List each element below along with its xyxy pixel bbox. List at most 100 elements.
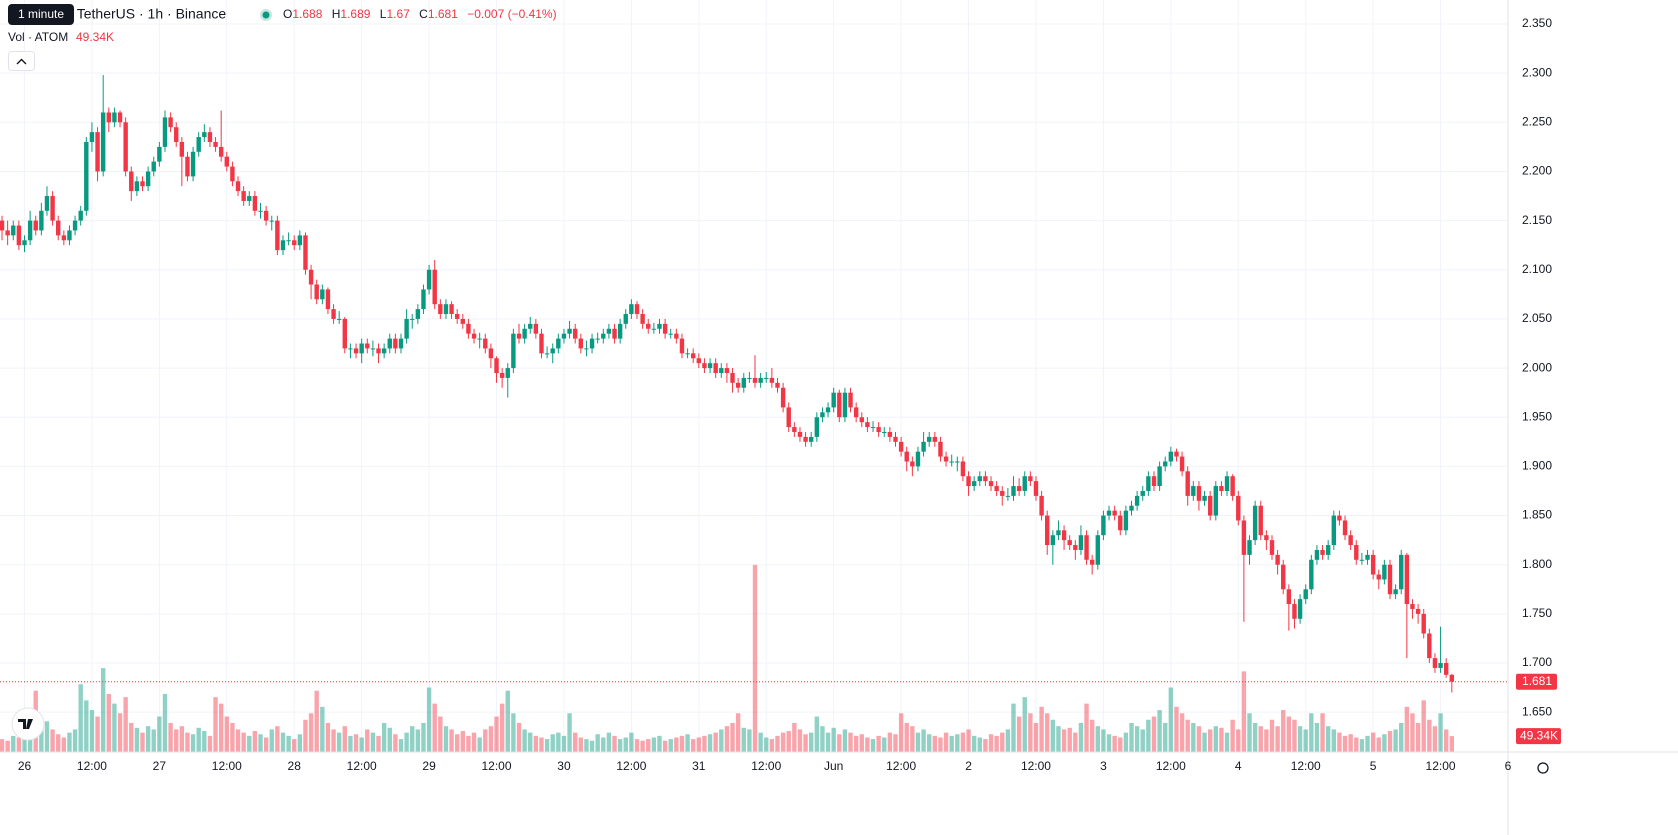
volume-bar [831,727,836,752]
candle-body [1320,549,1325,555]
candle-body [269,220,274,222]
volume-bar [1393,729,1398,752]
candle-body [145,171,151,187]
candle-body [39,210,44,231]
candle-body [1028,476,1033,482]
candle-body [72,220,78,231]
volume-bar [241,732,246,752]
candle-body [544,353,550,355]
candle-body [589,338,595,349]
candle-body [196,137,201,152]
volume-bar [100,668,106,752]
candle-body [1348,535,1353,546]
volume-bar [556,732,561,752]
candle-body [522,328,527,339]
candle-body [1410,604,1415,609]
axis-labels: 26 12:00 27 12:00 28 12:00 29 12:00 30 12:00 31 12:… [18,16,1561,773]
volume-bar [494,716,499,752]
volume-bar [870,739,876,752]
volume-bar [421,722,426,752]
volume-bar [376,735,381,752]
volume-bar [134,727,140,752]
volume-bar [803,734,808,752]
candle-body [1281,564,1286,590]
volume-bar [1236,729,1241,752]
volume-bar [612,735,617,752]
candle-body [1365,554,1370,560]
x-tick-label: 27 [153,759,167,773]
candle-body [297,235,303,246]
volume-bar [1050,719,1056,752]
candle-body [696,358,702,364]
volume-bar [1095,726,1100,752]
candle-body [853,407,859,418]
candle-body [786,407,791,428]
volume-bar [258,734,263,752]
volume-bar [719,729,724,752]
candle-body [387,338,392,349]
collapse-button[interactable] [8,51,35,71]
x-tick-label: 12:00 [1291,759,1321,773]
volume-bar [1146,719,1151,752]
o-value: 1.688 [292,7,322,21]
volume-bar [1320,713,1325,752]
l-letter: L [380,7,387,21]
volume-bar [410,726,415,752]
volume-tag-label: 49.34K [1520,728,1558,742]
volume-bar [1342,735,1348,752]
y-tick-label: 2.350 [1522,16,1552,30]
volume-bar [1039,706,1044,752]
volume-bar [145,726,151,752]
x-tick-label: 12:00 [77,759,107,773]
candle-body [50,196,55,221]
candle-body [421,289,426,310]
candle-body [797,431,803,437]
volume-bar [1061,729,1067,752]
candle-body [932,436,938,442]
volume-bar [943,732,949,752]
volume-bar [1191,722,1196,752]
candle-body [1297,599,1303,619]
candle-body [539,333,544,354]
volume-bar [471,732,477,752]
volume-bar [780,732,786,752]
candle-body [1387,564,1393,595]
volume-bar [1089,719,1095,752]
candle-body [224,156,229,167]
volume-bar [1297,726,1303,752]
candle-body [44,196,50,211]
candle-body [353,348,359,354]
volume-bar [1157,710,1162,752]
volume-bar [466,735,471,752]
y-tick-label: 2.150 [1522,213,1552,227]
volume-bar [786,731,791,752]
candle-body [286,240,291,242]
candle-body [915,451,921,467]
volume-bar [977,737,982,752]
candle-body [606,328,612,334]
volume-bar [174,729,179,752]
volume-bar [921,729,926,752]
volume-bar [1404,706,1410,752]
candle-body [56,220,61,236]
candle-body [1039,495,1044,516]
volume-bar [1112,735,1117,752]
candle-body [1286,589,1292,605]
volume-bar [646,739,651,752]
volume-bar [1016,716,1022,752]
candle-body [162,117,168,147]
candle-body [218,146,224,157]
settings-icon[interactable] [1537,762,1549,774]
candle-body [1342,520,1348,536]
candle-body [623,314,628,324]
candle-body [252,196,258,211]
candle-body [303,235,308,270]
candle-body [443,304,449,315]
candle-body [769,377,775,383]
candle-body [1185,471,1190,496]
candle-body [820,412,825,418]
volume-bar [595,734,600,752]
candle-body [561,333,567,339]
volume-bar [1443,729,1449,752]
volume-bar [651,737,657,752]
